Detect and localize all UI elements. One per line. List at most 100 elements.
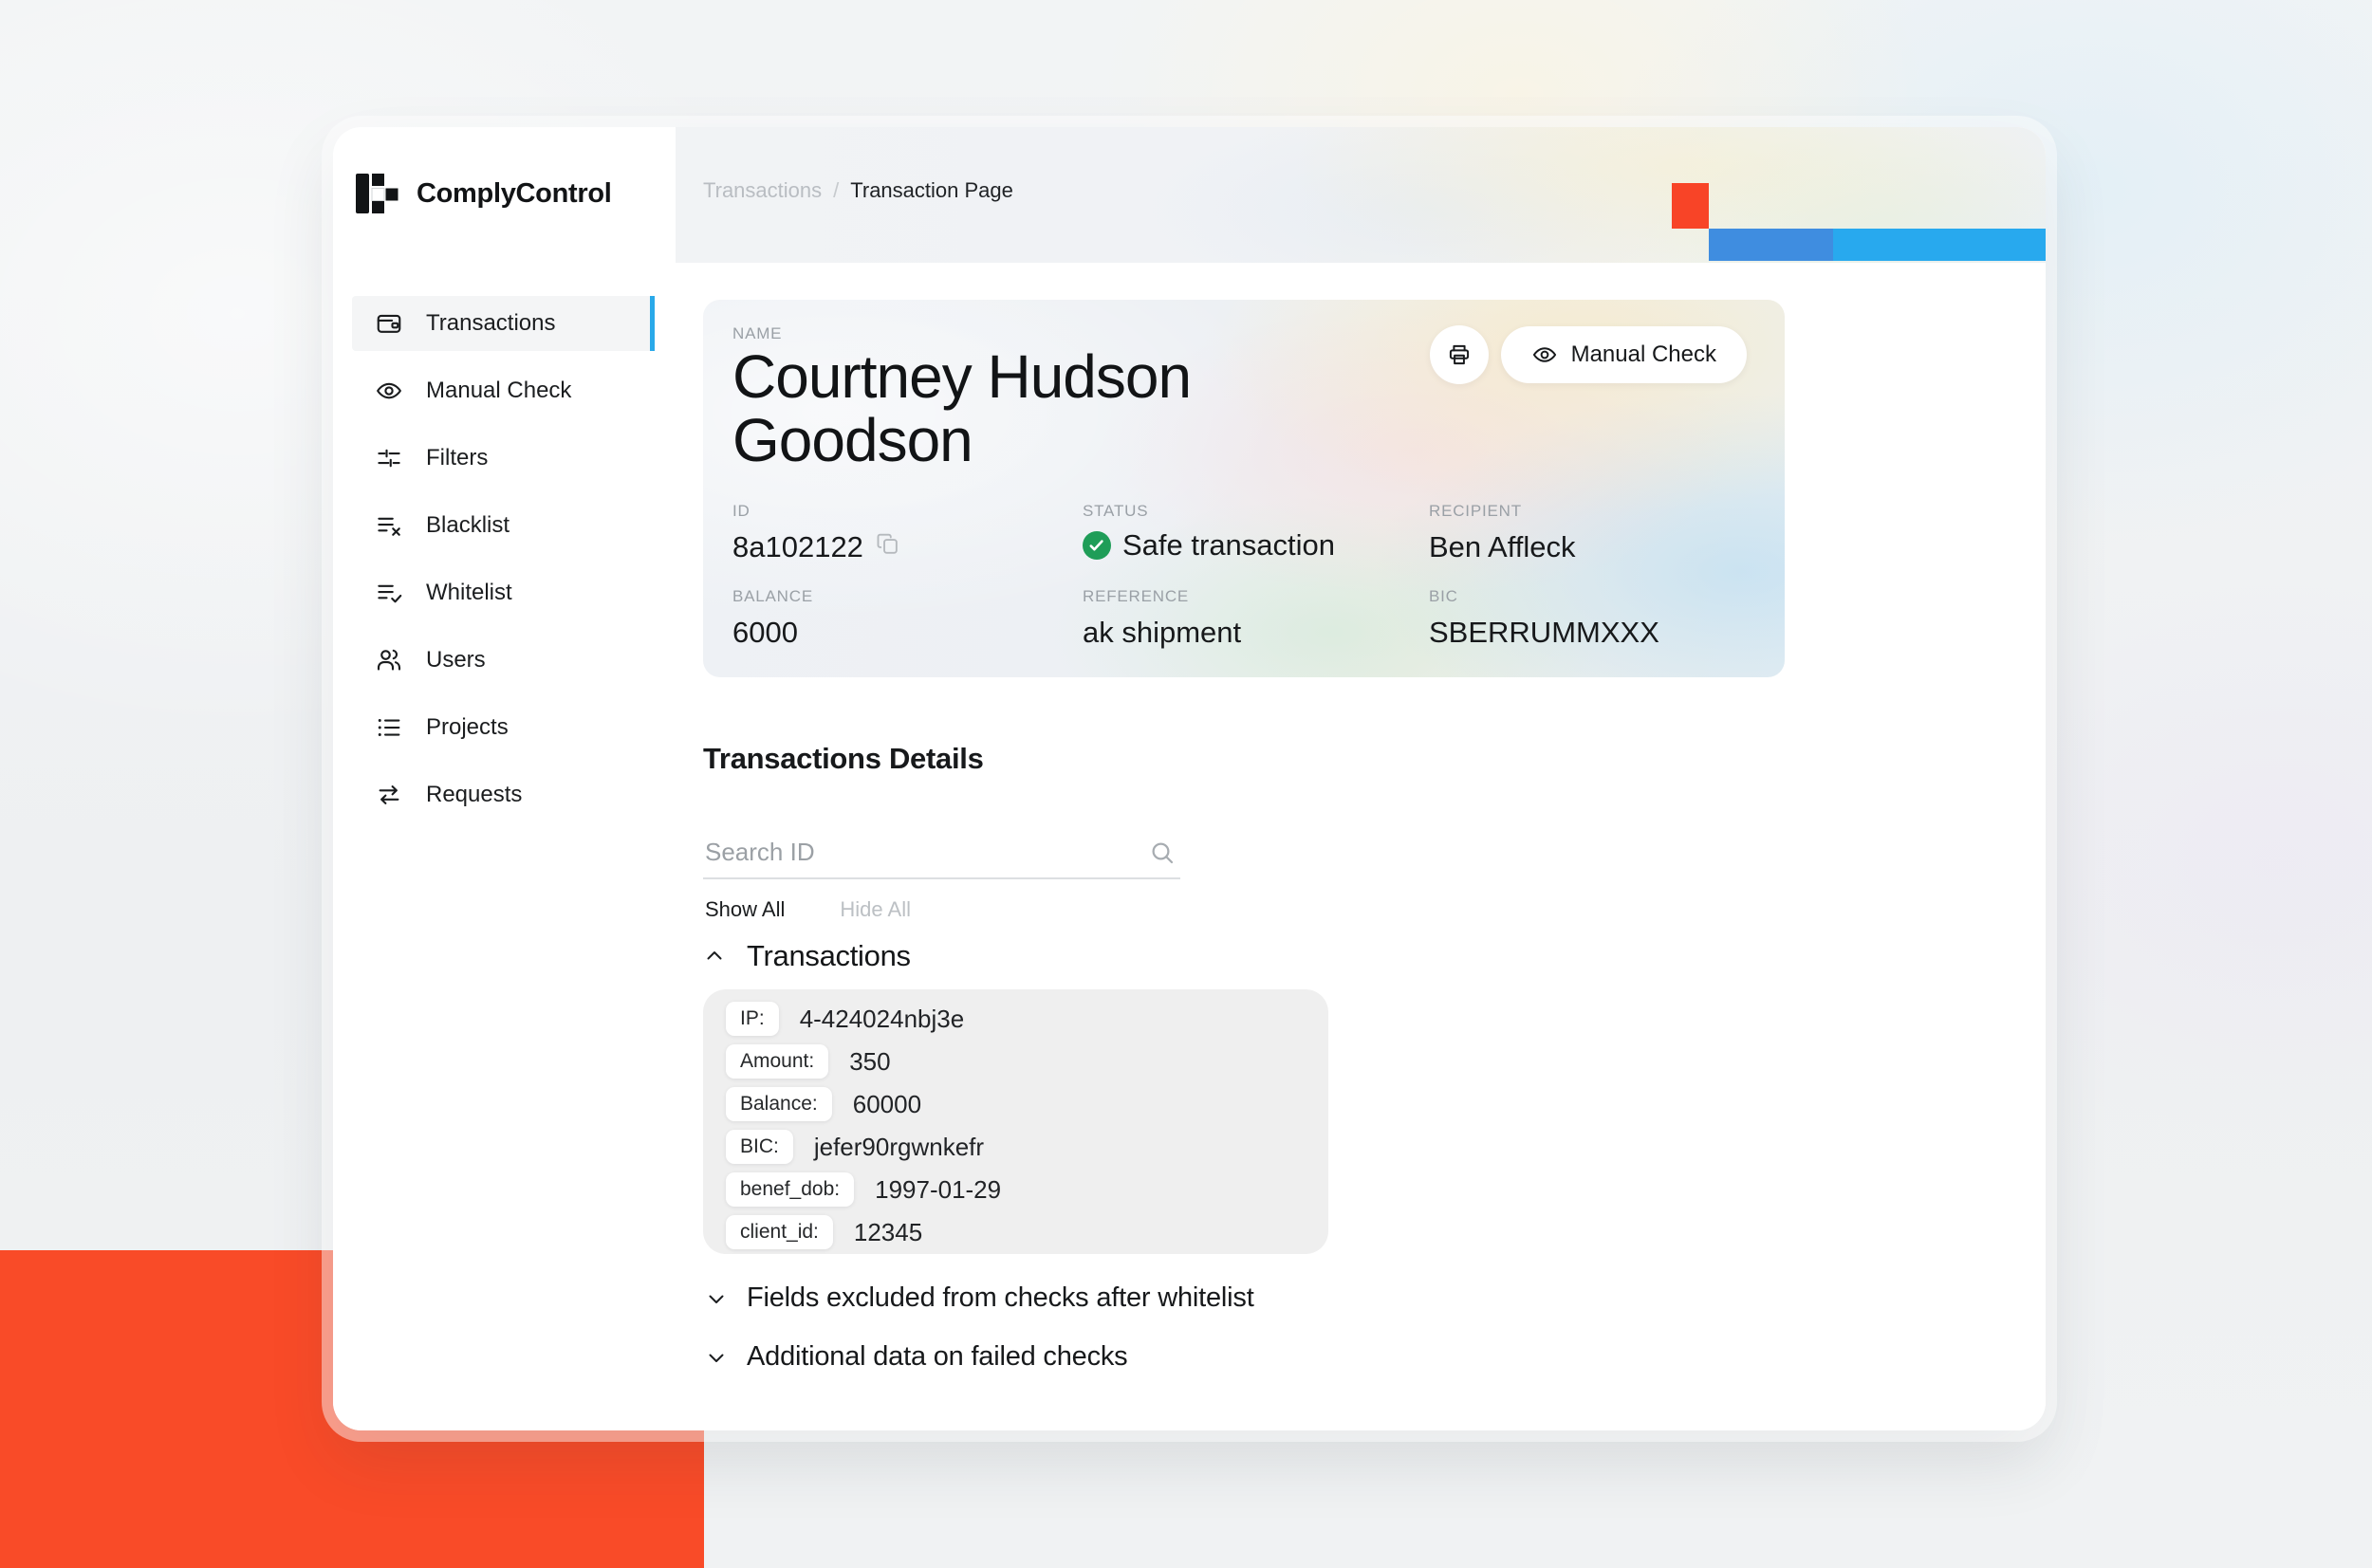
- sidebar-item-label: Blacklist: [426, 512, 510, 538]
- app-window: ComplyControl Transactions Manual Check: [333, 127, 2046, 1430]
- section-excluded-toggle[interactable]: Fields excluded from checks after whitel…: [705, 1282, 1254, 1314]
- balance-label: BALANCE: [732, 587, 813, 605]
- reference-label: REFERENCE: [1083, 587, 1190, 605]
- bic-value: SBERRUMMXXX: [1429, 616, 1659, 649]
- field-value: 1997-01-29: [875, 1174, 1002, 1204]
- manual-check-label: Manual Check: [1570, 341, 1716, 367]
- search-icon[interactable]: [1148, 839, 1177, 867]
- sidebar: ComplyControl Transactions Manual Check: [333, 127, 676, 1430]
- print-icon: [1449, 344, 1469, 365]
- arrows-swap-icon: [375, 781, 403, 809]
- id-label: ID: [732, 502, 751, 520]
- hide-all-button[interactable]: Hide All: [840, 897, 911, 921]
- sidebar-item-label: Manual Check: [426, 378, 572, 403]
- field-row: IP: 4-424024nbj3e: [726, 1002, 1306, 1036]
- transaction-name: Courtney Hudson Goodson: [732, 342, 1192, 474]
- bic-label: BIC: [1429, 587, 1458, 605]
- sidebar-item-transactions[interactable]: Transactions: [352, 296, 655, 351]
- content-area: Transactions / Transaction Page NAME Cou…: [676, 127, 2046, 1430]
- field-value: 60000: [852, 1089, 922, 1118]
- eye-icon: [375, 377, 403, 405]
- section-failed-label: Additional data on failed checks: [747, 1341, 1128, 1372]
- status-label: STATUS: [1083, 502, 1149, 520]
- list-check-icon: [375, 579, 403, 607]
- chevron-up-icon: [707, 951, 722, 960]
- list-x-icon: [375, 511, 403, 540]
- sliders-icon: [375, 444, 403, 472]
- sidebar-item-label: Filters: [426, 445, 489, 470]
- field-row: BIC: jefer90rgwnkefr: [726, 1130, 1306, 1164]
- chevron-down-icon: [709, 1354, 724, 1362]
- field-value: 12345: [853, 1217, 923, 1246]
- section-transactions-label: Transactions: [747, 939, 911, 972]
- id-value-row: 8a102122: [732, 530, 901, 564]
- field-row: client_id: 12345: [726, 1215, 1306, 1249]
- brand: ComplyControl: [356, 172, 612, 215]
- search-field: [703, 825, 1180, 879]
- sidebar-item-label: Users: [426, 647, 486, 673]
- transaction-fields-panel: IP: 4-424024nbj3e Amount: 350 Balance: 6…: [703, 989, 1328, 1254]
- show-all-button[interactable]: Show All: [705, 897, 786, 921]
- field-row: Balance: 60000: [726, 1087, 1306, 1121]
- field-label-chip: IP:: [726, 1002, 779, 1036]
- sidebar-item-label: Requests: [426, 782, 523, 807]
- field-label-chip: Balance:: [726, 1087, 832, 1121]
- section-transactions-toggle[interactable]: Transactions: [703, 939, 911, 973]
- status-value: Safe transaction: [1122, 528, 1336, 562]
- showhide-controls: Show All Hide All: [705, 897, 911, 922]
- eye-icon: [1532, 347, 1556, 362]
- transaction-header-card: NAME Courtney Hudson Goodson Manual Chec…: [703, 300, 1785, 677]
- breadcrumb-current: Transaction Page: [850, 178, 1013, 202]
- breadcrumb-parent[interactable]: Transactions: [703, 178, 823, 202]
- breadcrumb-separator: /: [833, 178, 840, 202]
- field-value: 350: [849, 1046, 891, 1076]
- name-label: NAME: [732, 324, 783, 342]
- field-label-chip: BIC:: [726, 1130, 793, 1164]
- breadcrumb: Transactions / Transaction Page: [703, 178, 1013, 203]
- details-title: Transactions Details: [703, 742, 984, 775]
- sidebar-item-requests[interactable]: Requests: [352, 767, 655, 822]
- sidebar-item-filters[interactable]: Filters: [352, 431, 655, 486]
- active-indicator: [650, 296, 655, 351]
- status-value-row: Safe transaction: [1083, 528, 1335, 563]
- decor-orange-square: [1672, 183, 1709, 229]
- sidebar-item-label: Projects: [426, 714, 509, 740]
- reference-value: ak shipment: [1083, 616, 1242, 649]
- sidebar-item-blacklist[interactable]: Blacklist: [352, 498, 655, 553]
- brand-name: ComplyControl: [417, 177, 612, 209]
- field-value: 4-424024nbj3e: [799, 1004, 965, 1033]
- decor-blue-bar-dark: [1709, 229, 1833, 261]
- field-row: benef_dob: 1997-01-29: [726, 1172, 1306, 1207]
- section-excluded-label: Fields excluded from checks after whitel…: [747, 1282, 1254, 1313]
- recipient-label: RECIPIENT: [1429, 502, 1522, 520]
- recipient-value: Ben Affleck: [1429, 530, 1576, 563]
- sidebar-item-label: Whitelist: [426, 580, 512, 605]
- field-row: Amount: 350: [726, 1044, 1306, 1079]
- section-failed-toggle[interactable]: Additional data on failed checks: [705, 1341, 1128, 1373]
- id-value: 8a102122: [732, 530, 863, 563]
- copy-icon[interactable]: [875, 530, 901, 564]
- sidebar-item-label: Transactions: [426, 310, 556, 336]
- logo-icon: [356, 174, 398, 213]
- sidebar-menu: Transactions Manual Check Filters: [352, 296, 655, 835]
- list-icon: [375, 713, 403, 742]
- wallet-icon: [375, 309, 403, 338]
- sidebar-item-projects[interactable]: Projects: [352, 700, 655, 755]
- field-value: jefer90rgwnkefr: [813, 1132, 985, 1161]
- chevron-down-icon: [709, 1295, 724, 1303]
- sidebar-item-manual-check[interactable]: Manual Check: [352, 363, 655, 418]
- search-input[interactable]: [703, 825, 1124, 879]
- sidebar-item-whitelist[interactable]: Whitelist: [352, 565, 655, 620]
- check-circle-icon: [1083, 531, 1111, 560]
- sidebar-item-users[interactable]: Users: [352, 633, 655, 688]
- decor-blue-bar-light: [1833, 229, 2046, 261]
- hero-actions: Manual Check: [1429, 325, 1747, 384]
- field-label-chip: benef_dob:: [726, 1172, 855, 1207]
- balance-value: 6000: [732, 616, 798, 649]
- users-icon: [375, 646, 403, 674]
- print-button[interactable]: [1429, 325, 1489, 384]
- manual-check-button[interactable]: Manual Check: [1500, 326, 1747, 383]
- field-label-chip: client_id:: [726, 1215, 833, 1249]
- field-label-chip: Amount:: [726, 1044, 829, 1079]
